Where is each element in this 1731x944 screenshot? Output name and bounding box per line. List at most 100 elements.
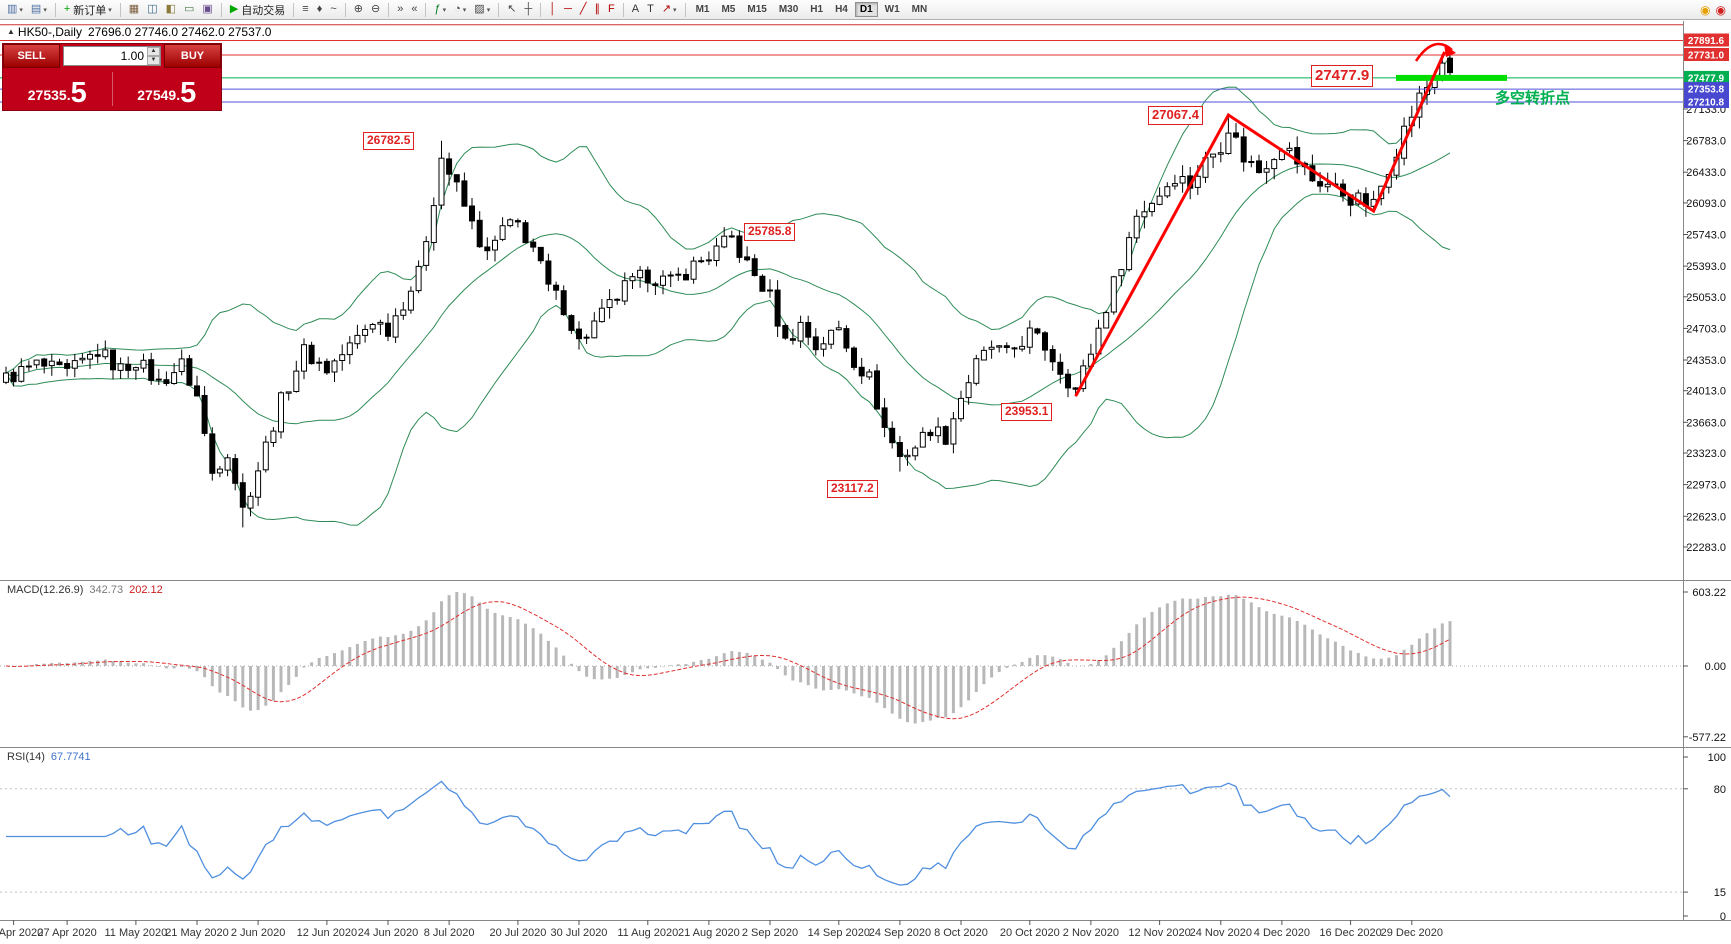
sell-button[interactable]: SELL	[3, 44, 60, 68]
date-label: 2 Sep 2020	[742, 927, 798, 939]
support-level-segment[interactable]	[1396, 74, 1507, 81]
candlestick-mode-icon[interactable]: ♦	[313, 1, 327, 18]
line-chart-mode-icon[interactable]: ~	[326, 1, 340, 18]
timeframe-button-H1[interactable]: H1	[810, 4, 824, 15]
price-tag-value: 27731.0	[1688, 51, 1725, 62]
buy-button[interactable]: BUY	[164, 44, 221, 68]
bar-chart-mode-glyph: ≡	[302, 3, 309, 15]
price-axis[interactable]: 27133.026783.026433.026093.025743.025393…	[1683, 21, 1729, 920]
toolbar-separator	[119, 2, 121, 17]
timeframe-button-H4[interactable]: H4	[835, 4, 848, 15]
auto-scroll-icon[interactable]: »	[393, 1, 407, 18]
community-icon[interactable]: ◉	[1700, 2, 1711, 17]
new-chart-dropdown-caret[interactable]: ▾	[19, 6, 23, 14]
periods-icon[interactable]: ◔ ▾	[450, 1, 470, 18]
rsi-pane: 100 80 15 0	[0, 752, 1726, 923]
chart-shift-icon[interactable]: «	[407, 1, 421, 18]
sell-price[interactable]: 27535. 5	[3, 68, 112, 110]
strategy-tester-icon[interactable]: ▣	[198, 1, 216, 18]
timeframe-button-M1[interactable]: M1	[695, 4, 710, 15]
date-label: 8 Jul 2020	[424, 927, 475, 939]
trade-panel-divider	[111, 72, 113, 106]
price-tag-value: 27353.8	[1688, 85, 1725, 96]
new-order-dropdown-caret[interactable]: ▾	[108, 6, 112, 14]
timeframe-button-D1[interactable]: D1	[854, 2, 878, 17]
rsi-indicator-label: RSI(14) 67.7741	[7, 751, 91, 763]
indicators-glyph: ƒ	[434, 3, 441, 15]
terminal-icon[interactable]: ▭	[180, 1, 198, 18]
zoom-out-icon[interactable]: ⊖	[367, 1, 384, 18]
annotation-turning-point-text[interactable]: 多空转折点	[1495, 90, 1571, 107]
cursor-glyph: ↖	[507, 3, 517, 15]
chart-plot-area[interactable]	[0, 21, 1683, 920]
vertical-line-icon[interactable]: │	[545, 1, 560, 18]
rsi-axis-label: 15	[1714, 887, 1726, 899]
chart-profiles-icon[interactable]: ▤ ▾	[27, 1, 51, 18]
autotrading-button[interactable]: ▶ 自动交易	[226, 1, 289, 18]
sell-price-big-digit: 5	[70, 76, 87, 109]
chart-profiles-dropdown-caret[interactable]: ▾	[43, 6, 47, 14]
volume-up-button[interactable]: ▲	[147, 47, 160, 56]
templates-dropdown-caret[interactable]: ▾	[486, 6, 491, 14]
date-label: 8 Oct 2020	[934, 927, 988, 939]
candlestick-mode-glyph: ♦	[316, 3, 323, 15]
timeframe-button-W1[interactable]: W1	[884, 4, 900, 15]
timeframe-button-M30[interactable]: M30	[778, 4, 799, 15]
timeframe-button-MN[interactable]: MN	[911, 4, 928, 15]
buy-price[interactable]: 27549. 5	[113, 68, 222, 110]
date-label: 11 Aug 2020	[617, 927, 678, 939]
date-label: 14 Sep 2020	[808, 927, 870, 939]
zoom-in-icon[interactable]: ⊕	[350, 1, 367, 18]
fibonacci-retracement-icon[interactable]: F	[604, 1, 619, 18]
volume-down-button[interactable]: ▼	[147, 56, 160, 65]
rsi-value: 67.7741	[50, 751, 91, 763]
navigator-icon[interactable]: ◧	[162, 1, 180, 18]
templates-icon[interactable]: ▨ ▾	[470, 1, 494, 18]
navigator-glyph: ◧	[165, 3, 177, 15]
record-icon[interactable]: ◉	[1715, 2, 1726, 17]
new-order-button[interactable]: + 新订单 ▾	[60, 1, 116, 18]
text-icon[interactable]: A	[628, 1, 643, 18]
toolbar-separator	[293, 2, 295, 17]
volume-input[interactable]	[64, 47, 147, 65]
equidistant-channel-icon[interactable]: ∥	[591, 1, 605, 18]
toolbar-separator	[540, 2, 542, 17]
y-axis-label: 22973.0	[1686, 480, 1726, 492]
periods-glyph: ◔	[454, 3, 461, 15]
arrow-objects-dropdown-caret[interactable]: ▾	[673, 6, 677, 14]
date-label: 24 Sep 2020	[869, 927, 931, 939]
timeframe-button-M15[interactable]: M15	[747, 4, 767, 15]
market-watch-icon[interactable]: ▦	[125, 1, 143, 18]
toolbar-separator	[388, 2, 390, 17]
date-label: 29 Dec 2020	[1381, 927, 1443, 939]
cursor-icon[interactable]: ↖	[503, 1, 520, 18]
date-label: 24 Nov 2020	[1190, 927, 1252, 939]
bar-chart-mode-icon[interactable]: ≡	[298, 1, 312, 18]
horizontal-line-icon[interactable]: ─	[560, 1, 576, 18]
new-chart-icon[interactable]: ▥ ▾	[3, 1, 27, 18]
data-window-icon[interactable]: ◫	[143, 1, 161, 18]
equidistant-channel-glyph: ∥	[594, 3, 601, 15]
rsi-name: RSI(14)	[7, 751, 45, 763]
macd-pane: 603.22 0.00 -577.22	[0, 587, 1726, 744]
trend-zigzag-line[interactable]	[1074, 51, 1446, 397]
price-tag-value: 27210.8	[1688, 98, 1725, 109]
indicators-icon[interactable]: ƒ ▾	[430, 1, 450, 18]
date-label: 21 Aug 2020	[678, 927, 740, 939]
zoom-in-glyph: ⊕	[353, 3, 363, 15]
auto-scroll-glyph: »	[397, 3, 404, 15]
y-axis-label: 22283.0	[1686, 542, 1726, 554]
macd-indicator-label: MACD(12.26.9) 342.73 202.12	[7, 584, 163, 596]
rsi-axis-label: 80	[1714, 784, 1726, 796]
periods-dropdown-caret[interactable]: ▾	[462, 6, 467, 14]
timeframe-button-M5[interactable]: M5	[721, 4, 736, 15]
crosshair-icon[interactable]: ┼	[520, 1, 536, 18]
text-label-icon[interactable]: T	[643, 1, 658, 18]
trendline-icon[interactable]: ╱	[576, 1, 591, 18]
chart-shift-glyph: «	[411, 3, 418, 15]
macd-axis-label: 0.00	[1705, 661, 1726, 673]
arrow-objects-icon[interactable]: ↗ ▾	[658, 1, 681, 18]
indicators-dropdown-caret[interactable]: ▾	[442, 6, 447, 14]
